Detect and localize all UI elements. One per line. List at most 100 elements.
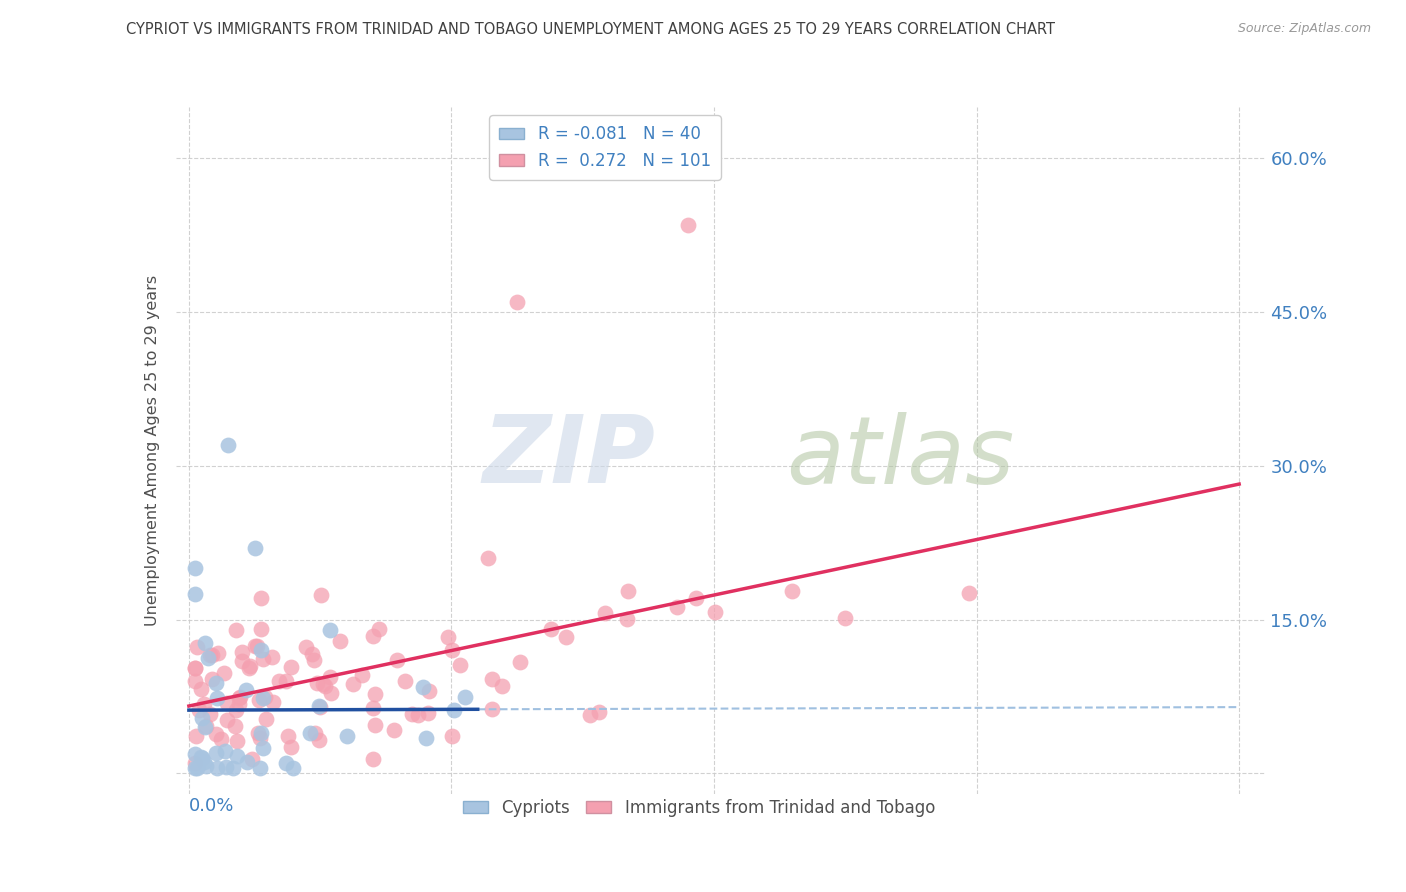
Point [481, 702, 503, 716]
Point [491, 680, 513, 694]
Point [186, 761, 208, 775]
Point [616, 612, 638, 626]
Point [443, 704, 465, 718]
Point [418, 684, 440, 698]
Point [509, 655, 531, 669]
Point [385, 653, 408, 667]
Point [295, 640, 318, 654]
Point [201, 673, 224, 687]
Legend: Cypriots, Immigrants from Trinidad and Tobago: Cypriots, Immigrants from Trinidad and T… [456, 792, 942, 823]
Point [329, 633, 352, 648]
Point [193, 697, 215, 711]
Point [197, 651, 219, 665]
Point [588, 705, 610, 719]
Point [319, 670, 342, 684]
Point [228, 698, 250, 712]
Point [267, 674, 290, 689]
Point [194, 636, 217, 650]
Point [240, 752, 263, 766]
Point [260, 649, 283, 664]
Y-axis label: Unemployment Among Ages 25 to 29 years: Unemployment Among Ages 25 to 29 years [145, 275, 160, 626]
Point [540, 622, 562, 636]
Point [307, 676, 329, 690]
Point [302, 652, 325, 666]
Point [506, 294, 529, 309]
Point [249, 643, 271, 657]
Point [195, 719, 218, 733]
Point [247, 693, 270, 707]
Point [309, 588, 332, 602]
Point [412, 680, 434, 694]
Point [225, 733, 247, 747]
Point [312, 676, 335, 690]
Point [418, 706, 440, 721]
Point [301, 647, 323, 661]
Point [238, 661, 260, 675]
Point [195, 758, 218, 772]
Point [225, 749, 247, 764]
Point [212, 665, 235, 680]
Point [957, 585, 980, 599]
Point [205, 676, 228, 690]
Point [436, 630, 458, 644]
Point [235, 683, 257, 698]
Point [184, 673, 207, 688]
Point [207, 690, 229, 705]
Point [191, 751, 214, 765]
Point [665, 600, 688, 615]
Point [252, 741, 274, 756]
Point [250, 726, 273, 740]
Point [477, 550, 499, 565]
Text: atlas: atlas [786, 412, 1014, 503]
Point [184, 747, 207, 762]
Point [215, 760, 238, 774]
Point [363, 629, 385, 643]
Point [214, 744, 236, 758]
Point [363, 752, 385, 766]
Point [249, 731, 271, 746]
Point [304, 726, 326, 740]
Point [252, 651, 274, 665]
Point [184, 561, 207, 575]
Point [184, 761, 207, 775]
Point [280, 660, 302, 674]
Point [281, 761, 304, 775]
Point [198, 648, 221, 662]
Text: CYPRIOT VS IMMIGRANTS FROM TRINIDAD AND TOBAGO UNEMPLOYMENT AMONG AGES 25 TO 29 : CYPRIOT VS IMMIGRANTS FROM TRINIDAD AND … [127, 22, 1054, 37]
Point [222, 761, 245, 775]
Point [243, 639, 266, 653]
Point [186, 640, 208, 654]
Point [780, 584, 803, 599]
Point [229, 690, 252, 705]
Point [454, 690, 477, 704]
Point [676, 218, 699, 232]
Point [250, 591, 273, 605]
Point [207, 761, 229, 775]
Point [184, 729, 207, 743]
Point [280, 740, 302, 755]
Point [187, 702, 209, 716]
Point [481, 672, 503, 686]
Point [408, 708, 430, 723]
Point [224, 719, 246, 733]
Point [685, 591, 707, 605]
Point [217, 438, 239, 452]
Point [274, 673, 297, 688]
Point [364, 687, 387, 701]
Point [201, 648, 224, 663]
Point [368, 622, 391, 636]
Point [254, 712, 277, 726]
Point [593, 607, 616, 621]
Point [415, 731, 437, 746]
Point [401, 706, 423, 721]
Point [309, 700, 332, 714]
Point [308, 732, 330, 747]
Point [441, 730, 464, 744]
Point [193, 755, 215, 769]
Point [243, 541, 266, 555]
Point [184, 661, 207, 675]
Point [205, 746, 228, 760]
Point [184, 756, 207, 770]
Point [194, 720, 217, 734]
Point [704, 605, 727, 619]
